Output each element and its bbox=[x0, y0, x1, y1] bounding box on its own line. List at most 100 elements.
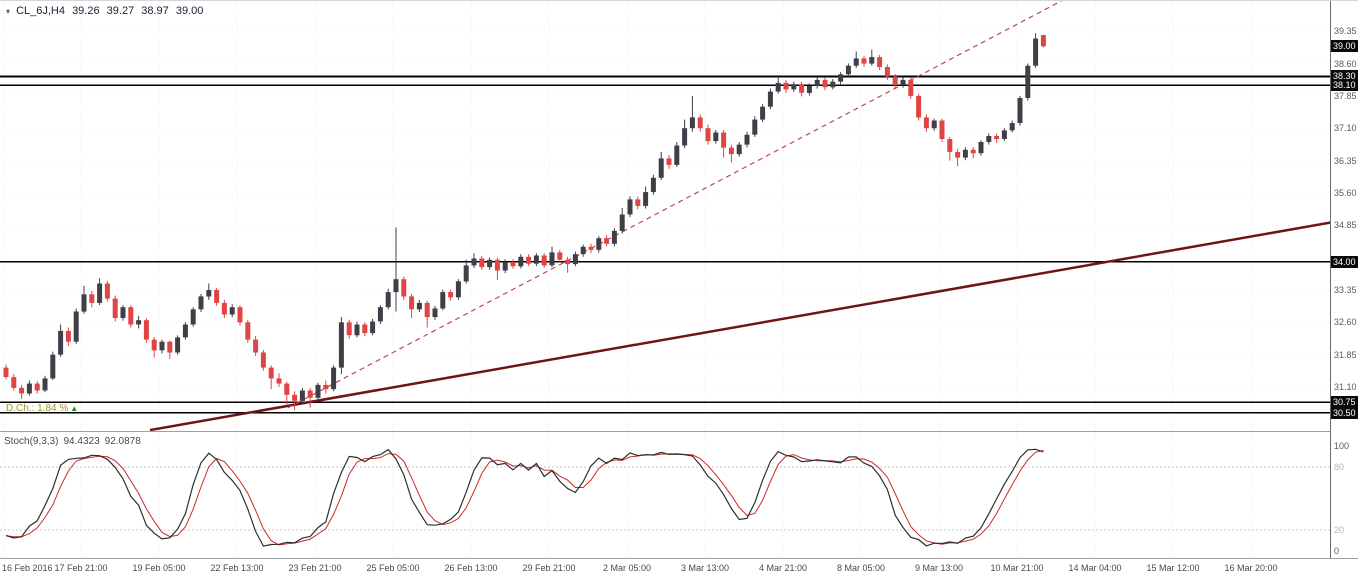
candle-body bbox=[705, 128, 711, 142]
price-tick-label: 31.85 bbox=[1334, 349, 1357, 360]
candle-body bbox=[557, 252, 563, 260]
candle-body bbox=[338, 322, 344, 368]
candle-body bbox=[11, 377, 17, 388]
candle-body bbox=[728, 147, 734, 155]
candle-body bbox=[182, 324, 188, 338]
candle-body bbox=[237, 307, 243, 323]
candle-body bbox=[721, 132, 727, 148]
candle-body bbox=[877, 57, 883, 67]
stoch-level-label: 0 bbox=[1334, 546, 1340, 556]
candle-body bbox=[635, 199, 641, 206]
candle-body bbox=[276, 378, 282, 384]
stoch-level-label: 80 bbox=[1334, 462, 1345, 472]
candle-body bbox=[978, 142, 984, 154]
candle-body bbox=[190, 309, 196, 325]
candle-body bbox=[962, 149, 968, 158]
candle-body bbox=[830, 81, 836, 88]
candle-body bbox=[159, 341, 165, 351]
candle-body bbox=[697, 117, 703, 129]
price-line-badge: 30.50 bbox=[1331, 406, 1358, 419]
pane-separator[interactable] bbox=[0, 431, 1358, 432]
time-label: 4 Mar 21:00 bbox=[758, 563, 808, 573]
candle-body bbox=[869, 57, 875, 64]
stoch-main-line bbox=[5, 448, 1044, 547]
candle-body bbox=[315, 384, 321, 398]
trendlines-layer bbox=[149, 1, 1330, 431]
candle-body bbox=[580, 246, 586, 255]
time-label: 9 Mar 13:00 bbox=[914, 563, 964, 573]
candle-body bbox=[471, 258, 477, 266]
candle-body bbox=[385, 292, 391, 308]
time-label: 19 Feb 05:00 bbox=[132, 563, 186, 573]
candle-body bbox=[923, 117, 929, 129]
stoch-signal-line bbox=[5, 449, 1044, 546]
candle-body bbox=[526, 256, 532, 264]
candle-body bbox=[604, 238, 610, 244]
indicator-name: Stoch(9,3,3) bbox=[4, 436, 59, 447]
candle-body bbox=[502, 261, 508, 271]
candle-body bbox=[666, 158, 672, 165]
indicator-main-value: 94.4323 bbox=[63, 436, 100, 447]
candle-body bbox=[260, 352, 266, 368]
price-line-badge: 39.00 bbox=[1331, 40, 1358, 53]
candle-body bbox=[674, 145, 680, 165]
trendline-solid bbox=[149, 221, 1330, 431]
candle-body bbox=[760, 106, 766, 120]
price-tick-label: 33.35 bbox=[1334, 284, 1357, 295]
price-tick-label: 32.60 bbox=[1334, 317, 1357, 328]
price-line-badge: 34.00 bbox=[1331, 255, 1358, 268]
indicator-signal-value: 92.0878 bbox=[104, 436, 141, 447]
time-label: 10 Mar 21:00 bbox=[990, 563, 1044, 573]
candle-body bbox=[448, 292, 454, 298]
time-label: 8 Mar 05:00 bbox=[836, 563, 886, 573]
candle-body bbox=[806, 86, 812, 93]
candle-body bbox=[689, 117, 695, 129]
candle-body bbox=[97, 283, 103, 303]
candle-body bbox=[229, 307, 235, 315]
candle-body bbox=[970, 149, 976, 154]
time-label: 23 Feb 21:00 bbox=[288, 563, 342, 573]
candle-body bbox=[50, 354, 56, 379]
main-chart-canvas[interactable] bbox=[0, 1, 1330, 431]
candle-body bbox=[931, 120, 937, 129]
candle-body bbox=[916, 95, 922, 118]
symbol-label: CL_6J,H4 bbox=[16, 5, 65, 17]
candle-body bbox=[362, 324, 368, 334]
candle-body bbox=[814, 79, 820, 86]
candle-body bbox=[783, 82, 789, 90]
candle-body bbox=[58, 330, 64, 355]
candle-body bbox=[884, 67, 890, 77]
candle-body bbox=[955, 152, 961, 158]
price-scale[interactable]: 39.35 38.60 37.85 37.10 36.35 35.60 34.85 33.35… bbox=[1330, 1, 1358, 558]
candle-body bbox=[619, 214, 625, 231]
candle-body bbox=[713, 132, 719, 142]
candle-body bbox=[323, 384, 329, 390]
stochastic-pane-canvas[interactable] bbox=[0, 433, 1330, 558]
ohlc-low: 38.97 bbox=[141, 5, 169, 17]
time-axis[interactable]: 16 Feb 2016 17 Feb 21:00 19 Feb 05:00 22 Fe… bbox=[0, 559, 1358, 582]
candle-body bbox=[331, 367, 337, 390]
candle-body bbox=[409, 296, 415, 310]
axis-separator bbox=[0, 558, 1358, 559]
candle-body bbox=[1033, 38, 1039, 66]
candle-body bbox=[128, 307, 134, 325]
daily-change-label: D.Ch.: 1.84 % ▲ bbox=[6, 403, 79, 414]
candle-body bbox=[401, 279, 407, 297]
candle-body bbox=[393, 279, 399, 293]
horizontal-lines-layer bbox=[0, 75, 1330, 414]
candle-body bbox=[463, 265, 469, 282]
candle-body bbox=[89, 294, 95, 303]
candle-body bbox=[767, 91, 773, 107]
candle-body bbox=[643, 192, 649, 206]
candle-body bbox=[3, 367, 9, 378]
time-label: 14 Mar 04:00 bbox=[1068, 563, 1122, 573]
candle-body bbox=[73, 311, 79, 342]
price-tick-label: 31.10 bbox=[1334, 382, 1357, 392]
symbol-marker-icon: ▾ bbox=[6, 7, 11, 16]
candle-body bbox=[510, 261, 516, 267]
candle-body bbox=[627, 199, 633, 215]
trendline-dashed bbox=[287, 1, 1063, 409]
candle-body bbox=[799, 84, 805, 93]
candle-body bbox=[440, 292, 446, 309]
candle-body bbox=[377, 307, 383, 322]
